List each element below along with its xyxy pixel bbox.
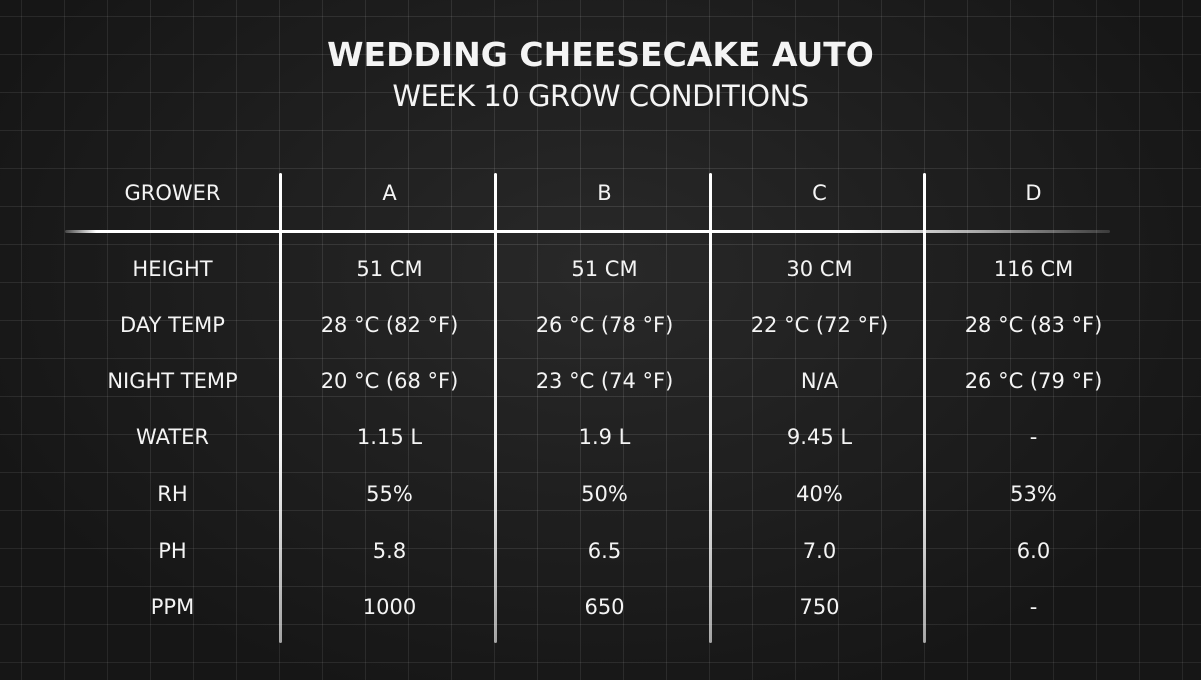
- table-cell: 20 °C (68 °F): [320, 369, 459, 393]
- row-label: PPM: [150, 595, 195, 619]
- table-cell: 1000: [362, 595, 417, 619]
- table-cell: 116 CM: [993, 257, 1074, 281]
- header-cell-grower: GROWER: [124, 181, 221, 205]
- table-row-water: WATER 1.15 L 1.9 L 9.45 L -: [65, 417, 1145, 457]
- table-cell: 7.0: [802, 539, 837, 563]
- table-row-day-temp: DAY TEMP 28 °C (82 °F) 26 °C (78 °F) 22 …: [65, 305, 1145, 345]
- title-block: WEDDING CHEESECAKE AUTO WEEK 10 GROW CON…: [0, 34, 1201, 116]
- table-cell: 28 °C (83 °F): [964, 313, 1103, 337]
- column-divider: [279, 173, 282, 643]
- table-cell: 40%: [796, 482, 843, 506]
- table-row-rh: RH 55% 50% 40% 53%: [65, 474, 1145, 514]
- table-cell: 51 CM: [571, 257, 638, 281]
- column-divider: [923, 173, 926, 643]
- header-cell-b: B: [597, 181, 612, 205]
- table-cell: N/A: [800, 369, 839, 393]
- table-cell: 6.0: [1016, 539, 1051, 563]
- table-row-night-temp: NIGHT TEMP 20 °C (68 °F) 23 °C (74 °F) N…: [65, 361, 1145, 401]
- row-label: NIGHT TEMP: [107, 369, 238, 393]
- table-cell: 6.5: [587, 539, 622, 563]
- header-cell-c: C: [812, 181, 827, 205]
- table-cell: 53%: [1010, 482, 1057, 506]
- table-row-ph: PH 5.8 6.5 7.0 6.0: [65, 531, 1145, 571]
- table-cell: -: [1029, 595, 1038, 619]
- table-cell: 26 °C (79 °F): [964, 369, 1103, 393]
- row-label: RH: [157, 482, 188, 506]
- table-cell: 5.8: [372, 539, 407, 563]
- table-row-ppm: PPM 1000 650 750 -: [65, 587, 1145, 627]
- row-label: WATER: [135, 425, 210, 449]
- table-cell: 30 CM: [786, 257, 853, 281]
- table-cell: 1.9 L: [578, 425, 631, 449]
- row-label: PH: [158, 539, 187, 563]
- page-subtitle: WEEK 10 GROW CONDITIONS: [392, 79, 809, 113]
- table-cell: 55%: [366, 482, 413, 506]
- page-title: WEDDING CHEESECAKE AUTO: [327, 35, 874, 74]
- row-label: HEIGHT: [132, 257, 213, 281]
- header-cell-d: D: [1025, 181, 1042, 205]
- table-cell: 26 °C (78 °F): [535, 313, 674, 337]
- table-cell: 50%: [581, 482, 628, 506]
- column-divider: [709, 173, 712, 643]
- table-cell: 28 °C (82 °F): [320, 313, 459, 337]
- table-cell: 750: [799, 595, 840, 619]
- table-cell: 9.45 L: [786, 425, 853, 449]
- table-cell: 1.15 L: [356, 425, 423, 449]
- table-cell: 51 CM: [356, 257, 423, 281]
- table-cell: 23 °C (74 °F): [535, 369, 674, 393]
- table-cell: 22 °C (72 °F): [750, 313, 889, 337]
- header-divider: [65, 230, 1110, 233]
- table-row-height: HEIGHT 51 CM 51 CM 30 CM 116 CM: [65, 249, 1145, 289]
- grow-conditions-table: GROWER A B C D HEIGHT 51 CM 51 CM 30 CM …: [65, 165, 1145, 645]
- row-label: DAY TEMP: [120, 313, 225, 337]
- table-cell: -: [1029, 425, 1038, 449]
- header-cell-a: A: [382, 181, 397, 205]
- column-divider: [494, 173, 497, 643]
- table-cell: 650: [584, 595, 625, 619]
- header-row: GROWER A B C D: [65, 173, 1145, 213]
